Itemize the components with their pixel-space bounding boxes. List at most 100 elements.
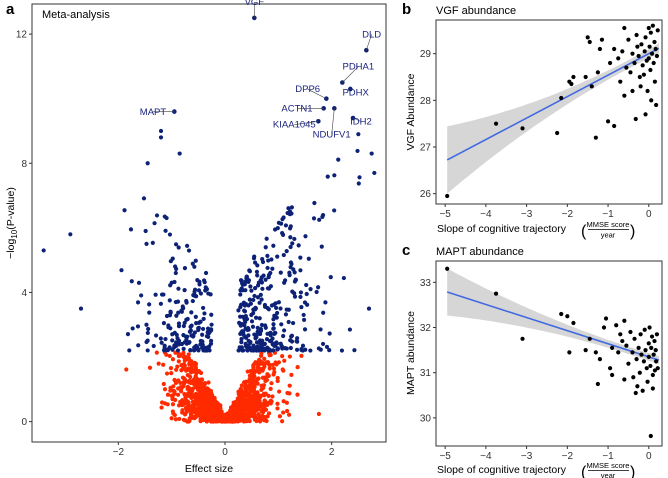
volcano-point-nonsignificant <box>175 392 181 397</box>
volcano-point-significant <box>206 347 211 352</box>
gene-label-leader <box>366 34 372 51</box>
panel-c-ticks: −5 −4 −3 −2 −1 0 30 31 32 33 <box>420 278 652 462</box>
volcano-point-significant <box>259 322 265 328</box>
volcano-point-nonsignificant <box>265 414 270 419</box>
panel-b-point <box>628 70 633 75</box>
volcano-point-significant <box>202 280 207 285</box>
volcano-point-nonsignificant <box>275 375 280 381</box>
volcano-point-nonsignificant <box>173 417 178 422</box>
volcano-point-nonsignificant <box>182 358 187 363</box>
volcano-point-significant <box>284 248 289 254</box>
volcano-point-nonsignificant <box>237 417 242 422</box>
panel-b-point <box>445 193 450 199</box>
panel-b-point <box>649 98 654 103</box>
volcano-point-significant <box>173 242 179 247</box>
gene-label-leader <box>331 108 335 135</box>
volcano-point-significant <box>198 291 204 296</box>
volcano-point-significant <box>193 314 198 319</box>
panel-c-point <box>645 379 650 384</box>
volcano-point-significant <box>266 272 272 278</box>
volcano-point-significant <box>306 256 311 261</box>
volcano-point-nonsignificant <box>260 409 265 414</box>
volcano-point-significant <box>357 175 362 180</box>
volcano-point-significant <box>298 268 303 273</box>
volcano-point-significant <box>238 278 244 283</box>
volcano-point-nonsignificant <box>230 405 235 410</box>
volcano-point-nonsignificant <box>188 360 194 365</box>
volcano-point-nonsignificant <box>281 399 286 404</box>
volcano-point-nonsignificant <box>281 410 286 415</box>
volcano-point-significant <box>166 323 171 328</box>
volcano-point-nonsignificant <box>168 366 174 371</box>
panel-c-x-axis-title-text: Slope of cognitive trajectory <box>437 464 567 476</box>
panel-b-x-unit-numerator: MMSE score <box>587 220 630 229</box>
volcano-point-significant <box>372 170 377 176</box>
volcano-point-significant <box>181 323 186 329</box>
gene-label-leader <box>307 88 327 99</box>
volcano-point-significant <box>260 259 266 265</box>
volcano-point-nonsignificant <box>159 405 164 410</box>
volcano-point-nonsignificant <box>206 400 211 405</box>
panel-b-point <box>618 79 623 84</box>
volcano-point-nonsignificant <box>189 413 195 419</box>
volcano-point-significant <box>128 227 134 232</box>
volcano-point-nonsignificant <box>189 395 194 401</box>
volcano-point-significant <box>198 319 203 324</box>
volcano-point-nonsignificant <box>241 380 247 385</box>
panel-b-point <box>643 35 648 40</box>
panel-b-point <box>633 116 638 122</box>
panel-c-point <box>650 386 655 391</box>
volcano-point-significant <box>162 214 167 219</box>
panel-b-x-axis-title-text: Slope of cognitive trajectory <box>437 223 567 235</box>
panel-b-point <box>636 53 641 59</box>
volcano-point-significant <box>268 330 273 335</box>
volcano-point-significant <box>244 274 249 279</box>
volcano-point-significant <box>154 213 160 218</box>
panel-b-point <box>493 121 499 126</box>
panel-c-x-axis-title: Slope of cognitive trajectory ( MMSE sco… <box>437 461 635 478</box>
volcano-point-nonsignificant <box>282 358 287 363</box>
panel-b-point <box>616 56 621 61</box>
volcano-point-significant <box>298 294 303 300</box>
volcano-point-significant <box>299 304 304 310</box>
volcano-point-significant <box>78 306 84 311</box>
panel-c-point <box>637 370 642 375</box>
panel-c-point <box>638 332 643 337</box>
panel-c-point <box>634 357 639 362</box>
volcano-point-significant <box>248 284 253 289</box>
volcano-point-significant <box>166 347 171 352</box>
volcano-point-significant <box>176 338 182 343</box>
panel-a-ticks: −2 0 2 0 4 8 12 <box>16 30 335 458</box>
volcano-point-significant <box>258 326 264 332</box>
volcano-point-nonsignificant <box>263 391 268 396</box>
volcano-point-nonsignificant <box>215 409 220 414</box>
panel-c-point <box>593 350 598 355</box>
panel-c-point <box>624 343 629 348</box>
volcano-point-significant <box>125 332 131 337</box>
panel-c-point <box>631 375 636 380</box>
volcano-point-nonsignificant <box>289 372 294 377</box>
volcano-point-significant <box>146 326 151 332</box>
gene-label-dld: DLD <box>362 29 381 40</box>
volcano-point-significant <box>208 292 213 297</box>
volcano-point-significant <box>286 206 291 211</box>
volcano-point-significant <box>184 298 189 304</box>
volcano-point-significant <box>266 258 271 263</box>
volcano-point-significant <box>252 332 257 337</box>
volcano-point-nonsignificant <box>234 412 240 417</box>
volcano-point-significant <box>319 244 324 249</box>
volcano-point-significant <box>243 314 248 319</box>
panel-c-point <box>445 266 450 271</box>
volcano-point-significant <box>252 293 257 299</box>
gene-label-actn1: ACTN1 <box>281 104 312 115</box>
volcano-point-significant <box>141 196 147 201</box>
volcano-point-significant <box>271 326 276 331</box>
volcano-point-significant <box>158 135 164 140</box>
volcano-point-significant <box>254 340 260 345</box>
panel-b-point <box>571 74 576 80</box>
volcano-point-nonsignificant <box>295 392 300 397</box>
volcano-point-significant <box>355 148 360 154</box>
volcano-point-significant <box>189 333 194 338</box>
volcano-point-nonsignificant <box>212 401 217 406</box>
volcano-point-significant <box>281 333 286 339</box>
